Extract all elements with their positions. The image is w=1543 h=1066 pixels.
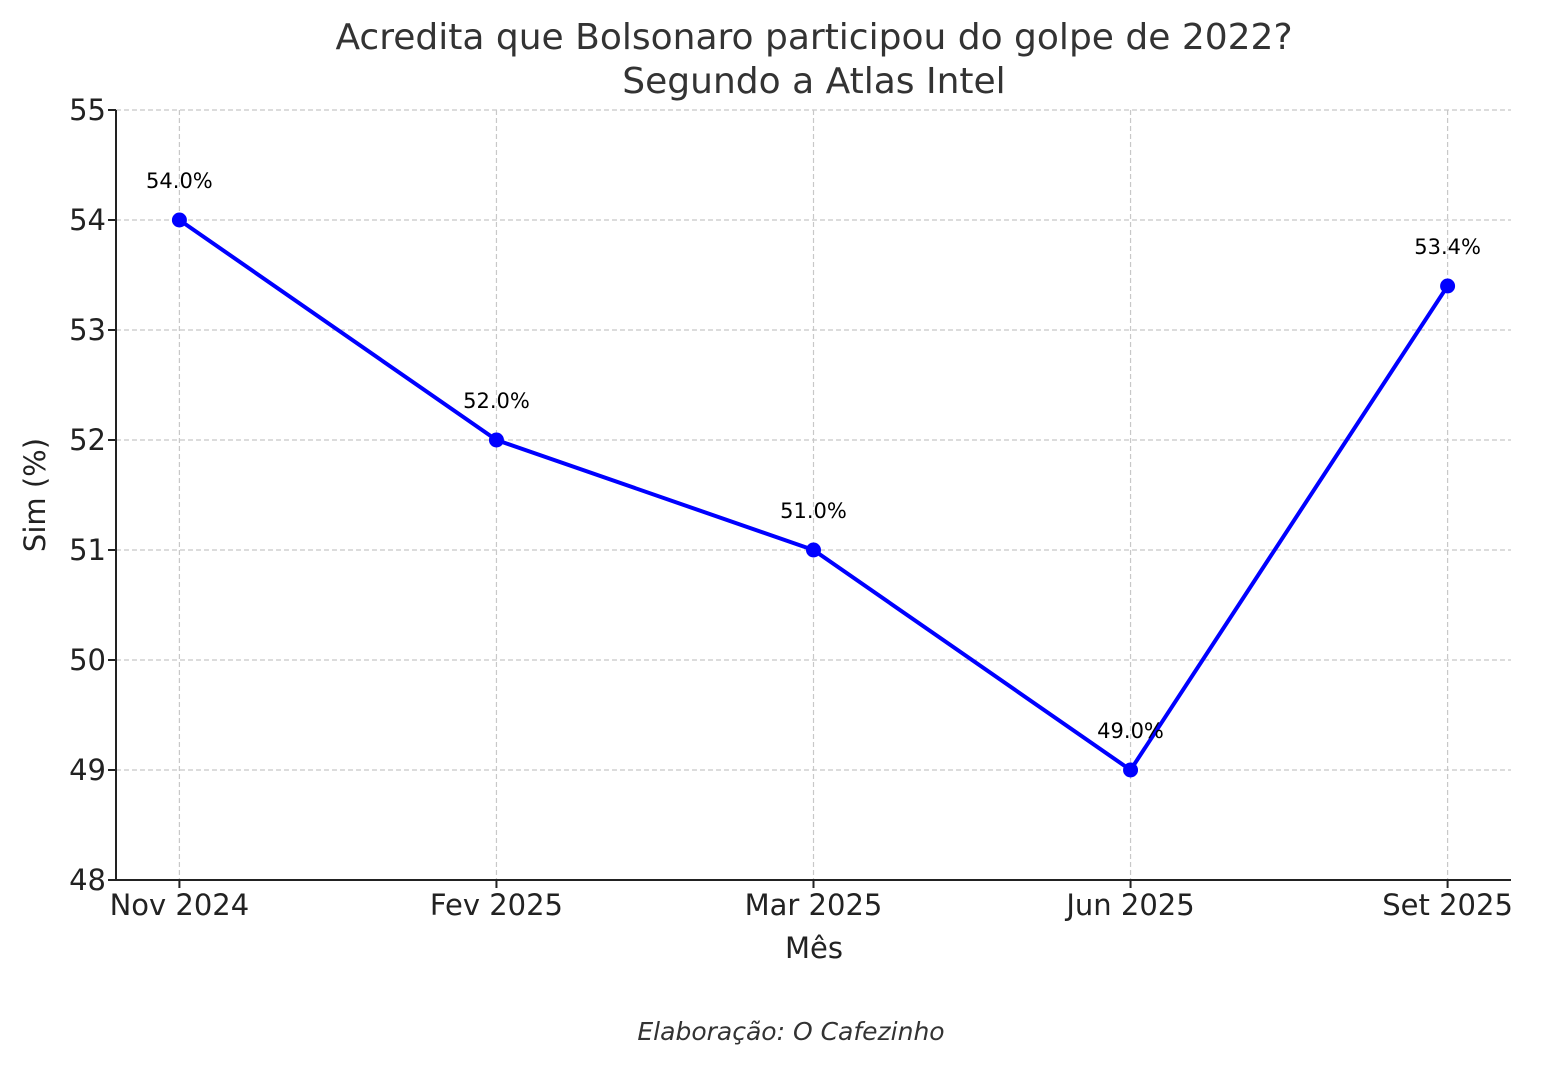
data-point	[488, 432, 504, 448]
series	[171, 212, 1456, 778]
data-point	[171, 212, 187, 228]
y-tick-label: 50	[69, 643, 106, 677]
y-tick-label: 52	[69, 423, 106, 457]
y-tick-label: 54	[69, 203, 106, 237]
x-axis-label: Mês	[785, 931, 843, 965]
y-tick-label: 48	[69, 863, 106, 897]
data-point	[1440, 278, 1456, 294]
data-label: 54.0%	[146, 169, 213, 193]
chart-subtitle: Segundo a Atlas Intel	[622, 61, 1005, 102]
data-point	[806, 542, 821, 558]
tick-labels: 48 49 50 51 52 53 54 55 Nov 2024 Fev 2025 Mar 2025…	[69, 93, 1513, 922]
x-tick-label: Mar 2025	[745, 888, 883, 922]
data-labels: 54.0% 52.0% 51.0% 49.0% 53.4%	[146, 169, 1481, 743]
data-label: 49.0%	[1097, 719, 1164, 743]
data-label: 53.4%	[1414, 235, 1481, 259]
grid	[116, 109, 1511, 881]
y-tick-label: 53	[69, 313, 106, 347]
data-point	[1123, 762, 1139, 778]
y-tick-label: 49	[69, 753, 106, 787]
x-tick-label: Set 2025	[1382, 888, 1513, 922]
chart-title: Acredita que Bolsonaro participou do gol…	[335, 17, 1292, 58]
x-tick-label: Jun 2025	[1064, 888, 1194, 922]
y-tick-label: 51	[69, 533, 106, 567]
y-tick-label: 55	[69, 93, 106, 127]
axes	[108, 109, 1511, 888]
data-label: 52.0%	[463, 389, 530, 413]
data-label: 51.0%	[780, 499, 847, 523]
x-tick-label: Nov 2024	[110, 888, 250, 922]
y-axis-label: Sim (%)	[18, 438, 52, 552]
x-tick-label: Fev 2025	[430, 888, 563, 922]
footer-credit: Elaboração: O Cafezinho	[637, 1017, 944, 1046]
